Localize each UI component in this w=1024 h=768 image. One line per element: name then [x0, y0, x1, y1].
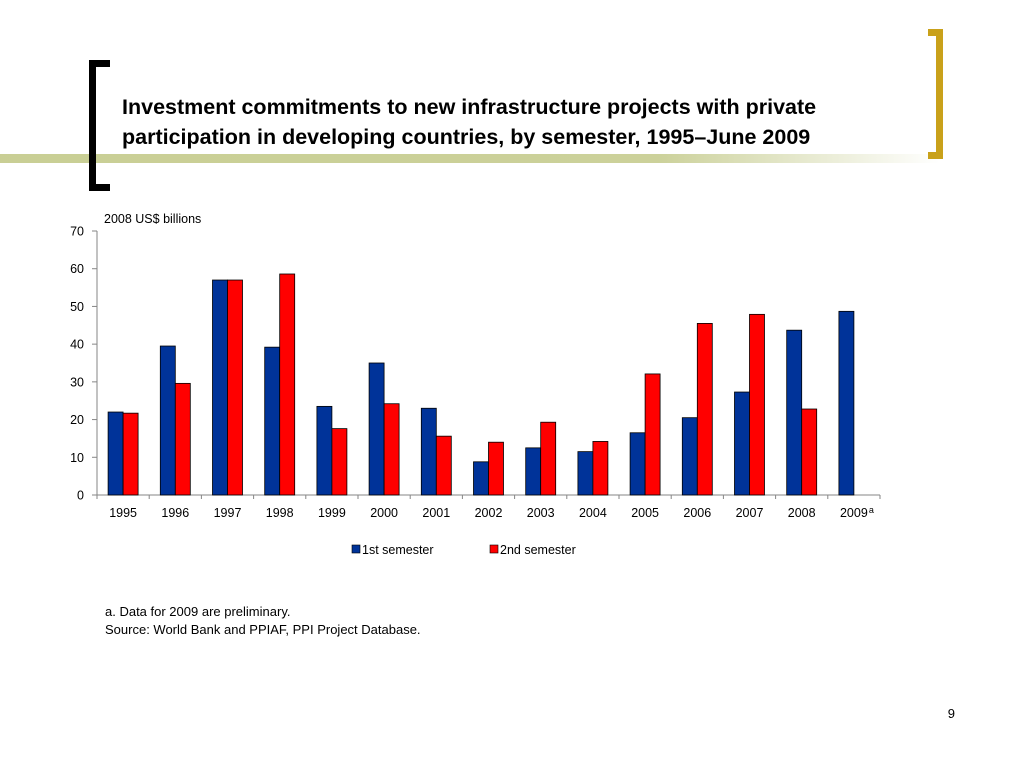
- x-tick-label: 2005: [631, 506, 659, 520]
- bar-first-semester-2009: [838, 310, 855, 496]
- bar-first-semester-2007: [734, 391, 750, 496]
- bar-second-semester-1998: [279, 273, 296, 496]
- bar-first-semester-1998: [264, 346, 281, 496]
- x-tick-label: 2002: [475, 506, 503, 520]
- y-tick-label: 70: [70, 225, 84, 239]
- x-tick-label: 1999: [318, 506, 346, 520]
- bar-second-semester-2003: [540, 421, 557, 496]
- legend-label-second-semester: 2nd semester: [500, 543, 576, 557]
- y-axis-label: 2008 US$ billions: [104, 212, 201, 226]
- bar-first-semester-2002: [473, 461, 489, 496]
- x-tick-label: 1996: [161, 506, 189, 520]
- legend-swatch-second-semester: [489, 544, 499, 554]
- bar-second-semester-2002: [488, 441, 504, 496]
- bar-second-semester-2006: [696, 323, 713, 496]
- y-tick-label: 30: [70, 375, 84, 389]
- bar-first-semester-1999: [316, 405, 333, 496]
- y-tick-label: 50: [70, 300, 84, 314]
- bar-first-semester-2000: [368, 362, 385, 496]
- bar-first-semester-1997: [212, 279, 228, 496]
- right-bracket-decoration: [928, 29, 943, 159]
- legend-label-first-semester: 1st semester: [362, 543, 434, 557]
- bar-first-semester-2008: [786, 329, 803, 496]
- decorative-accent-line: [0, 154, 940, 163]
- x-tick-label: 2006: [683, 506, 711, 520]
- y-tick-label: 0: [77, 489, 84, 503]
- bar-first-semester-2004: [577, 451, 594, 496]
- bar-second-semester-1997: [227, 279, 243, 496]
- bar-second-semester-1996: [174, 382, 191, 496]
- bar-second-semester-2001: [435, 435, 452, 496]
- legend-swatch-first-semester: [351, 544, 361, 554]
- bar-first-semester-1995: [107, 411, 124, 496]
- x-tick-label: 2009: [840, 506, 868, 520]
- x-tick-superscript: a: [869, 505, 874, 515]
- x-tick-label: 2003: [527, 506, 555, 520]
- x-tick-label: 2004: [579, 506, 607, 520]
- bar-second-semester-2000: [383, 403, 400, 496]
- bar-second-semester-2008: [801, 408, 818, 496]
- x-tick-label: 1997: [214, 506, 242, 520]
- preliminary-data-note: a. Data for 2009 are preliminary.: [105, 604, 291, 619]
- slide-title-line-2: participation in developing countries, b…: [122, 125, 811, 149]
- x-tick-label: 1998: [266, 506, 294, 520]
- x-tick-label: 1995: [109, 506, 137, 520]
- bar-first-semester-2005: [629, 432, 646, 496]
- x-tick-label: 2008: [788, 506, 816, 520]
- x-tick-label: 2000: [370, 506, 398, 520]
- y-tick-label: 40: [70, 338, 84, 352]
- bar-first-semester-2001: [420, 407, 437, 496]
- y-tick-label: 10: [70, 451, 84, 465]
- bar-second-semester-2004: [592, 441, 609, 496]
- x-tick-label: 2007: [736, 506, 764, 520]
- bar-second-semester-1995: [122, 412, 139, 496]
- y-tick-label: 20: [70, 413, 84, 427]
- footnotes: a. Data for 2009 are preliminary. Source…: [105, 603, 421, 639]
- bar-first-semester-2006: [681, 417, 698, 496]
- left-bracket-decoration: [89, 60, 110, 191]
- bar-chart: 2008 US$ billions 0 10 20 30 40 50 60 70 1995 1996…: [70, 212, 881, 557]
- slide-title-line-1: Investment commitments to new infrastruc…: [122, 95, 817, 119]
- bar-second-semester-2007: [749, 313, 765, 496]
- source-note: Source: World Bank and PPIAF, PPI Projec…: [105, 622, 421, 637]
- x-tick-label: 2001: [422, 506, 450, 520]
- bar-first-semester-2003: [525, 447, 542, 496]
- bar-second-semester-1999: [331, 428, 348, 496]
- bar-first-semester-1996: [159, 345, 176, 496]
- y-tick-label: 60: [70, 262, 84, 276]
- slide-title: Investment commitments to new infrastruc…: [122, 92, 922, 152]
- bar-second-semester-2005: [644, 373, 661, 496]
- page-number: 9: [947, 706, 955, 721]
